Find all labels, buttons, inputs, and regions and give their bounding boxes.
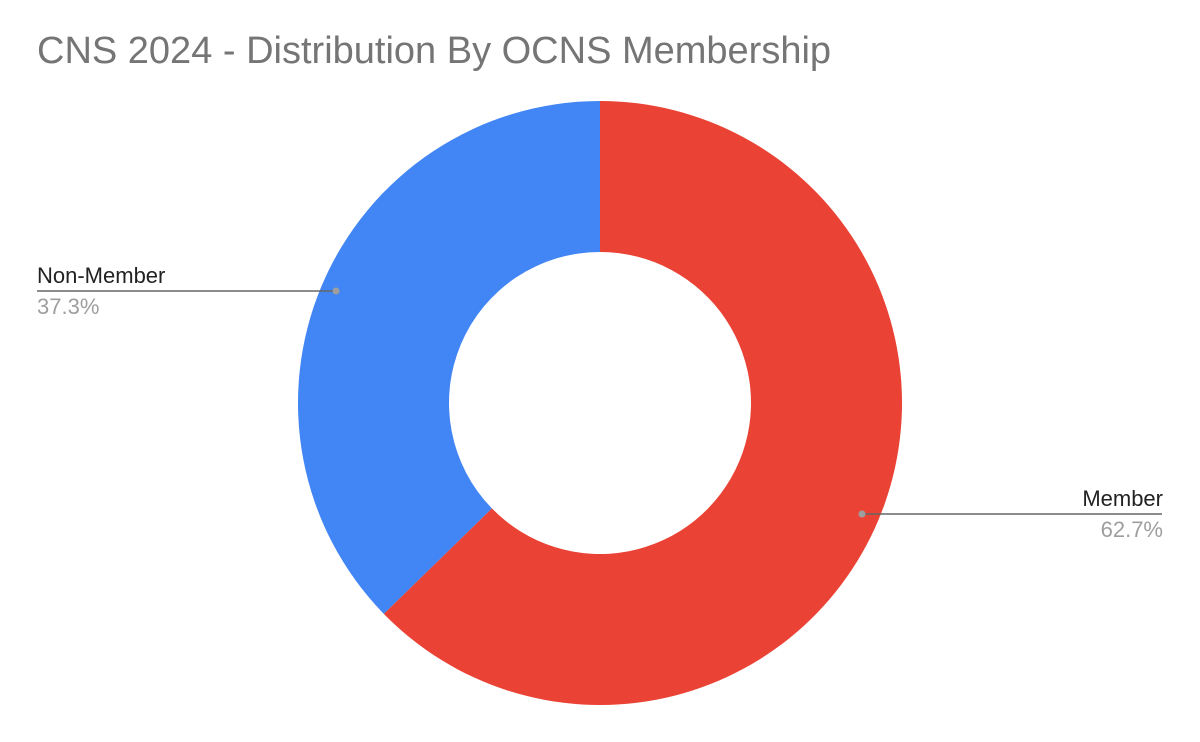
- slice-pct-member: 62.7%: [1101, 517, 1163, 542]
- slice-label-member: Member: [1082, 486, 1163, 511]
- donut-slice-non-member: [298, 101, 600, 614]
- leader-dot-non-member: [332, 287, 340, 295]
- chart-title: CNS 2024 - Distribution By OCNS Membersh…: [37, 30, 832, 72]
- slices-layer: [298, 101, 902, 705]
- slice-pct-non-member: 37.3%: [37, 294, 99, 319]
- slice-label-non-member: Non-Member: [37, 263, 165, 288]
- slice-label-group-non-member: Non-Member 37.3%: [37, 263, 340, 319]
- leader-dot-member: [858, 510, 866, 518]
- slice-label-group-member: Member 62.7%: [858, 486, 1163, 542]
- donut-slice-member: [383, 101, 902, 705]
